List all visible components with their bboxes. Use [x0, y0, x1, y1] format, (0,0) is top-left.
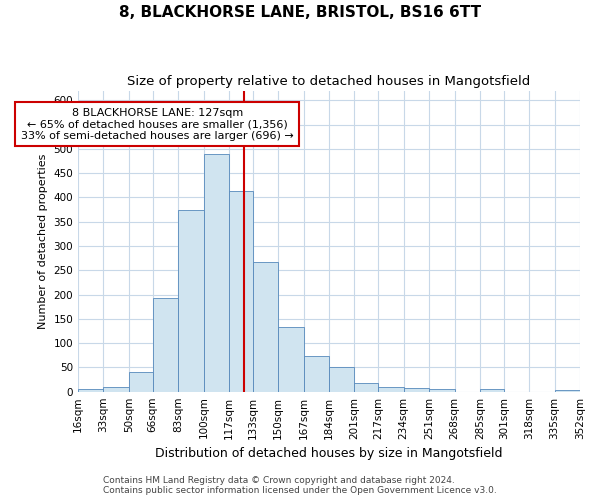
Bar [329, 368, 355, 392]
Bar [103, 387, 129, 392]
Bar [129, 372, 153, 392]
Bar [480, 390, 504, 392]
Bar [304, 356, 329, 392]
Bar [203, 154, 229, 392]
X-axis label: Distribution of detached houses by size in Mangotsfield: Distribution of detached houses by size … [155, 447, 503, 460]
Bar [178, 210, 203, 392]
Text: Contains HM Land Registry data © Crown copyright and database right 2024.
Contai: Contains HM Land Registry data © Crown c… [103, 476, 497, 495]
Bar [253, 262, 278, 392]
Title: Size of property relative to detached houses in Mangotsfield: Size of property relative to detached ho… [127, 75, 530, 88]
Bar [379, 387, 404, 392]
Y-axis label: Number of detached properties: Number of detached properties [38, 154, 48, 329]
Text: 8, BLACKHORSE LANE, BRISTOL, BS16 6TT: 8, BLACKHORSE LANE, BRISTOL, BS16 6TT [119, 5, 481, 20]
Bar [78, 390, 103, 392]
Bar [153, 298, 178, 392]
Text: 8 BLACKHORSE LANE: 127sqm
← 65% of detached houses are smaller (1,356)
33% of se: 8 BLACKHORSE LANE: 127sqm ← 65% of detac… [21, 108, 293, 141]
Bar [278, 327, 304, 392]
Bar [404, 388, 429, 392]
Bar [229, 191, 253, 392]
Bar [429, 390, 455, 392]
Bar [554, 390, 580, 392]
Bar [355, 383, 379, 392]
